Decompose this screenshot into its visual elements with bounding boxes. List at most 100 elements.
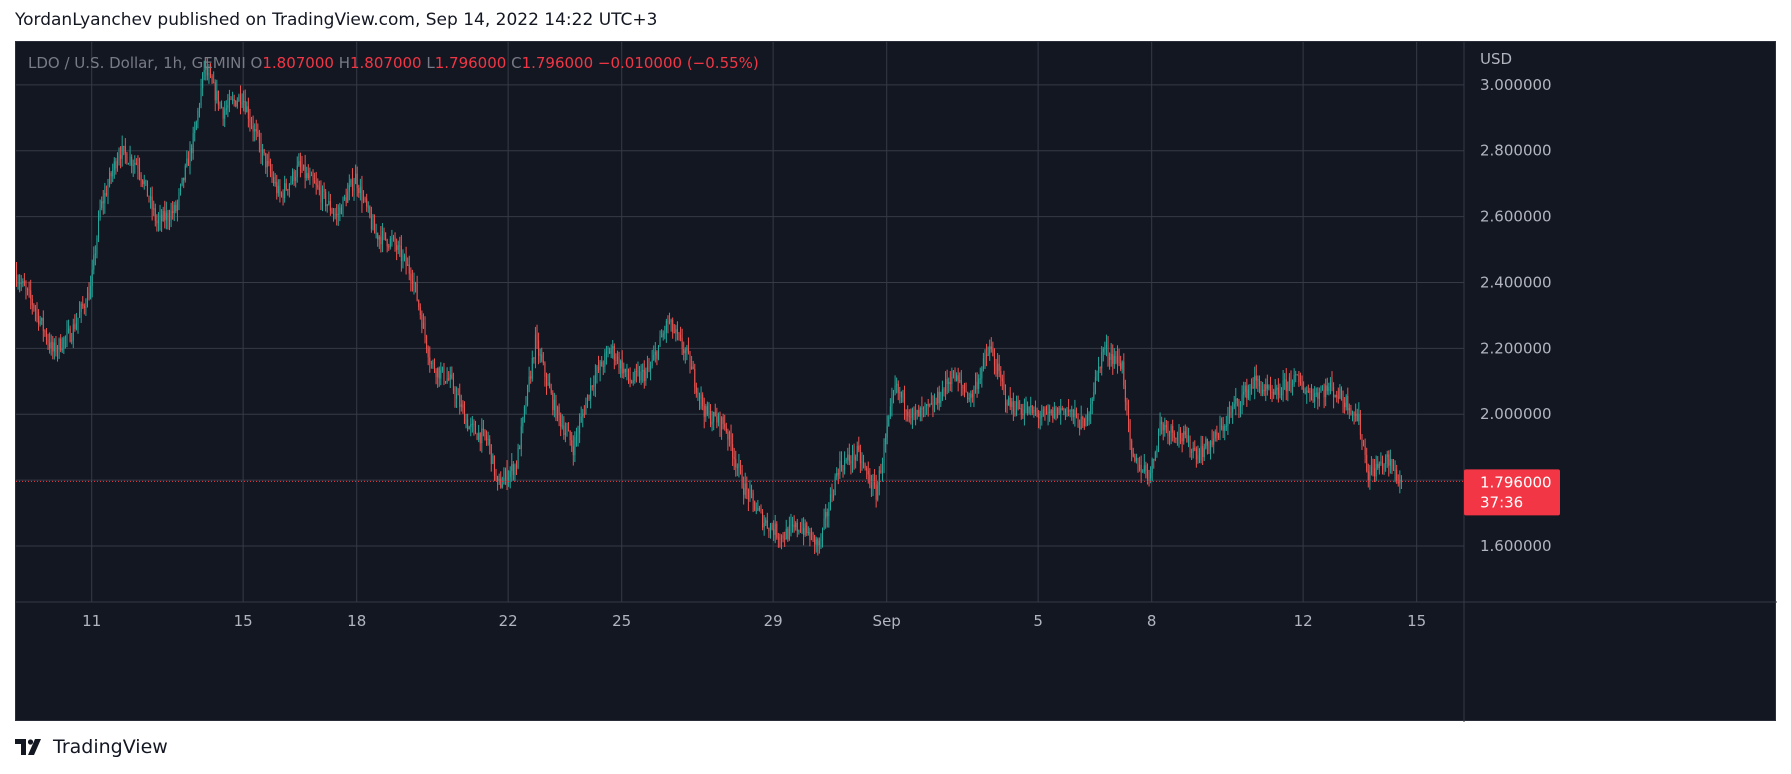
- candle-body: [49, 342, 51, 349]
- candle-body: [239, 95, 241, 105]
- candle-body: [165, 212, 167, 221]
- candle-body: [86, 292, 88, 308]
- candle-body: [1306, 390, 1308, 393]
- candle-body: [1307, 390, 1309, 392]
- candle-body: [1145, 465, 1147, 471]
- candle-body: [553, 399, 555, 411]
- candle-body: [1336, 395, 1338, 398]
- candle-body: [1023, 409, 1025, 416]
- candle-body: [927, 404, 929, 406]
- candle-body: [1006, 402, 1008, 406]
- candle-body: [703, 406, 705, 417]
- candle-body: [380, 236, 382, 245]
- candle-body: [228, 98, 230, 106]
- candle-body: [1397, 481, 1399, 484]
- candlestick-chart[interactable]: USD 1.600000 2.000000 2.200000 2.400000 2.600…: [16, 42, 1777, 722]
- candle-body: [312, 175, 314, 181]
- candle-body: [1251, 386, 1253, 388]
- candle-body: [834, 476, 836, 495]
- candle-body: [134, 162, 136, 165]
- candle-body: [582, 413, 584, 417]
- candle-body: [1044, 409, 1046, 411]
- candle-body: [940, 400, 942, 404]
- candle-body: [728, 431, 730, 440]
- chart-panel[interactable]: USD 1.600000 2.000000 2.200000 2.400000 2.600…: [15, 41, 1777, 722]
- candle-body: [855, 456, 857, 461]
- candle-body: [60, 338, 62, 351]
- candle-body: [83, 305, 85, 308]
- footer-brand: TradingView: [53, 736, 168, 758]
- candle-body: [717, 414, 719, 423]
- candle-body: [635, 370, 637, 372]
- candle-body: [538, 340, 540, 356]
- candle-body: [476, 433, 478, 440]
- candle-body: [1377, 463, 1379, 468]
- candle-body: [601, 361, 603, 367]
- candle-body: [339, 207, 341, 214]
- candle-body: [721, 417, 723, 430]
- candle-body: [547, 382, 549, 385]
- candle-body: [959, 380, 961, 382]
- candle-body: [1066, 409, 1068, 414]
- candle-body: [896, 383, 898, 386]
- y-tick-label-5: 2.800000: [1480, 142, 1552, 160]
- candle-body: [33, 304, 35, 309]
- candle-body: [900, 392, 902, 398]
- candle-body: [154, 208, 156, 221]
- candle-body: [1385, 456, 1387, 464]
- candle-body: [296, 165, 298, 178]
- candle-body: [833, 494, 835, 498]
- candle-body: [569, 430, 571, 441]
- candle-body: [710, 410, 712, 425]
- candle-body: [1113, 355, 1115, 365]
- candle-body: [702, 394, 704, 407]
- candle-body: [911, 409, 913, 418]
- candle-body: [153, 208, 155, 210]
- candle-body: [1325, 385, 1327, 398]
- candle-body: [1282, 380, 1284, 396]
- candle-body: [975, 381, 977, 389]
- candle-body: [769, 524, 771, 532]
- candle-body: [1184, 431, 1186, 435]
- candle-body: [1342, 399, 1344, 403]
- candle-body: [1027, 406, 1029, 414]
- candle-body: [1199, 455, 1201, 461]
- candle-body: [1366, 454, 1368, 472]
- candle-body: [897, 383, 899, 393]
- candle-body: [657, 345, 659, 359]
- candle-body: [192, 133, 194, 153]
- candle-body: [1266, 384, 1268, 389]
- candle-body: [1120, 363, 1122, 370]
- candle-body: [628, 369, 630, 379]
- candle-body: [1064, 408, 1066, 414]
- candle-body: [525, 404, 527, 407]
- change-value: −0.010000 (−0.55%): [597, 54, 759, 72]
- candle-body: [963, 388, 965, 392]
- candle-body: [1077, 416, 1079, 427]
- low-label: L: [426, 54, 435, 72]
- candle-body: [415, 282, 417, 284]
- candle-body: [727, 431, 729, 440]
- candle-body: [315, 183, 317, 185]
- candle-body: [620, 360, 622, 369]
- bar-countdown-label: 37:36: [1480, 493, 1523, 511]
- candle-body: [932, 402, 934, 411]
- candle-body: [80, 303, 82, 312]
- candle-body: [534, 334, 536, 359]
- candle-body: [129, 156, 131, 164]
- candle-body: [774, 523, 776, 535]
- candle-body: [695, 387, 697, 393]
- candle-body: [1000, 370, 1002, 379]
- candle-body: [421, 315, 423, 329]
- candle-body: [550, 388, 552, 393]
- candle-body: [317, 184, 319, 188]
- candle-body: [826, 512, 828, 517]
- candle-body: [637, 371, 639, 373]
- candle-body: [1150, 472, 1152, 479]
- candle-body: [71, 340, 73, 342]
- candle-body: [1285, 379, 1287, 392]
- candle-body: [102, 201, 104, 204]
- candle-body: [926, 404, 928, 406]
- candle-body: [713, 412, 715, 422]
- candle-body: [1011, 401, 1013, 407]
